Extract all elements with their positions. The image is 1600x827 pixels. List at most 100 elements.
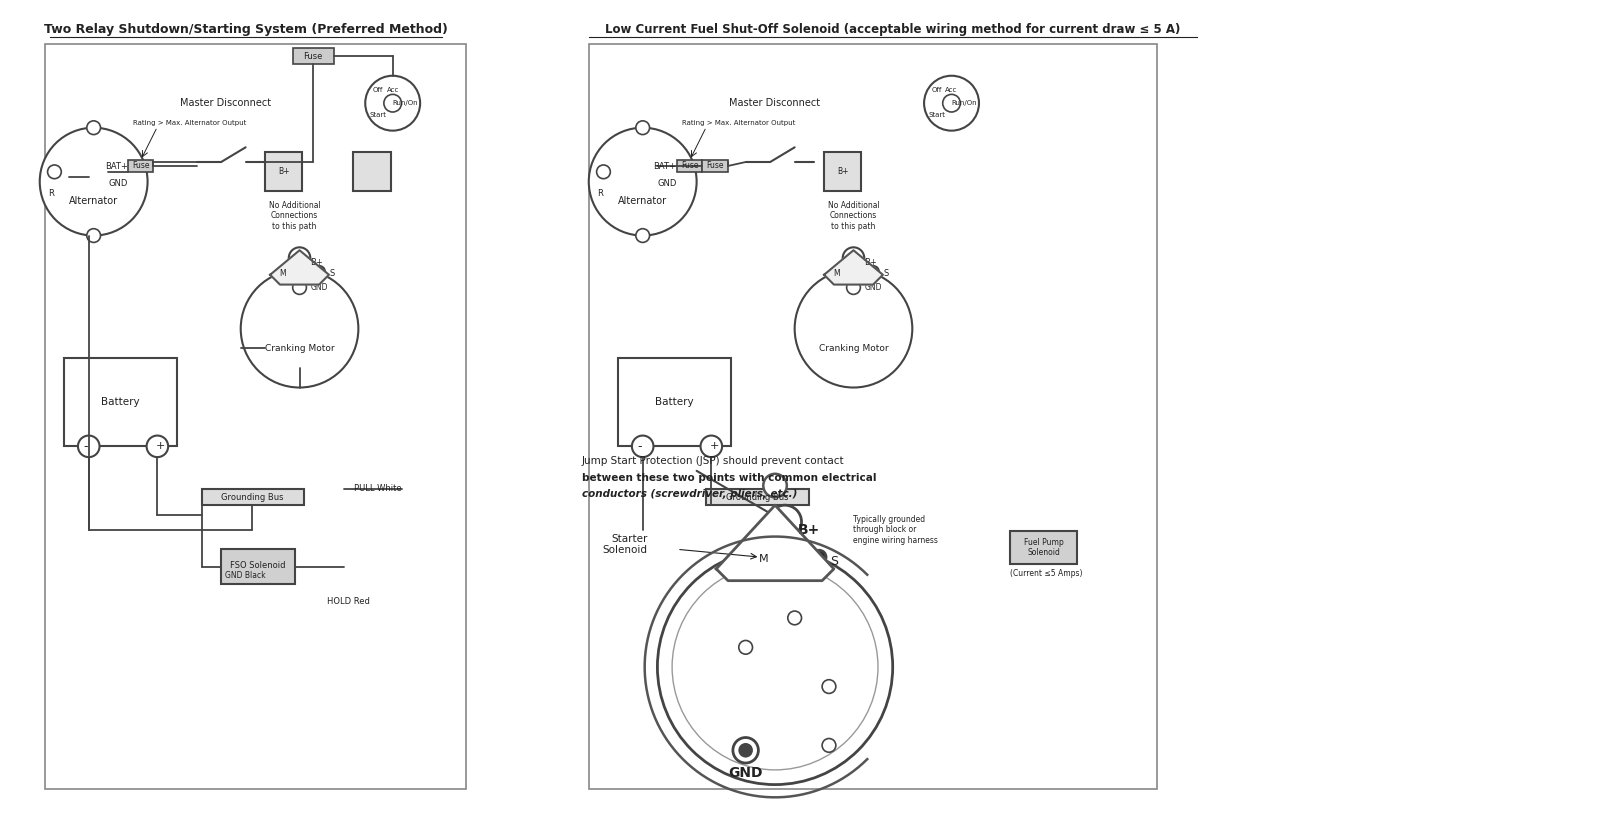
Text: S: S [330, 270, 334, 279]
Text: Battery: Battery [654, 397, 693, 407]
Circle shape [658, 549, 893, 785]
Circle shape [597, 165, 610, 179]
Text: Alternator: Alternator [618, 196, 667, 206]
Bar [1010, 531, 1077, 564]
Circle shape [701, 436, 722, 457]
Circle shape [240, 270, 358, 388]
Circle shape [763, 474, 787, 497]
Bar [354, 152, 390, 191]
Text: Run/On: Run/On [392, 100, 418, 106]
Circle shape [277, 267, 290, 280]
Circle shape [147, 436, 168, 457]
Text: Low Current Fuel Shut-Off Solenoid (acceptable wiring method for current draw ≤ : Low Current Fuel Shut-Off Solenoid (acce… [605, 23, 1181, 36]
Text: Start: Start [370, 112, 387, 118]
Text: Fuse: Fuse [131, 161, 149, 170]
Text: Fuse: Fuse [304, 51, 323, 60]
Circle shape [635, 229, 650, 242]
Text: Two Relay Shutdown/Starting System (Preferred Method): Two Relay Shutdown/Starting System (Pref… [43, 23, 448, 36]
Text: Cranking Motor: Cranking Motor [264, 344, 334, 353]
Bar [702, 160, 728, 172]
Text: Jump Start Protection (JSP) should prevent contact: Jump Start Protection (JSP) should preve… [582, 457, 845, 466]
Circle shape [635, 121, 650, 135]
Circle shape [795, 270, 912, 388]
Circle shape [384, 94, 402, 112]
Text: Master Disconnect: Master Disconnect [181, 98, 272, 108]
Text: Fuel Pump
Solenoid: Fuel Pump Solenoid [1024, 538, 1064, 557]
Text: BAT+: BAT+ [653, 162, 675, 171]
Circle shape [365, 76, 421, 131]
Text: GND: GND [864, 283, 882, 292]
Text: Rating > Max. Alternator Output: Rating > Max. Alternator Output [682, 120, 795, 126]
Circle shape [822, 739, 835, 753]
Text: No Additional
Connections
to this path: No Additional Connections to this path [269, 201, 320, 231]
Text: Acc: Acc [387, 88, 398, 93]
Circle shape [813, 550, 826, 564]
Circle shape [846, 280, 861, 294]
Circle shape [293, 280, 307, 294]
Text: BAT+: BAT+ [104, 162, 128, 171]
Text: R: R [597, 189, 603, 198]
Circle shape [291, 251, 307, 266]
Text: Grounding Bus: Grounding Bus [726, 493, 789, 502]
Bar [128, 160, 154, 172]
Circle shape [48, 165, 61, 179]
Text: B+: B+ [864, 257, 877, 266]
Text: PULL White: PULL White [354, 484, 402, 493]
Bar [589, 45, 1157, 790]
Text: Off: Off [373, 88, 382, 93]
Text: Acc: Acc [946, 88, 958, 93]
Text: (Current ≤5 Amps): (Current ≤5 Amps) [1010, 569, 1083, 578]
Bar [618, 358, 731, 447]
Circle shape [314, 266, 325, 278]
Text: B+: B+ [310, 257, 323, 266]
Text: Alternator: Alternator [69, 196, 118, 206]
Circle shape [867, 266, 878, 278]
Bar [677, 160, 702, 172]
Bar [707, 490, 810, 505]
Text: Grounding Bus: Grounding Bus [221, 493, 283, 502]
Text: Rating > Max. Alternator Output: Rating > Max. Alternator Output [133, 120, 246, 126]
Circle shape [40, 127, 147, 236]
Bar [266, 152, 302, 191]
Text: M: M [280, 270, 286, 279]
Polygon shape [717, 505, 834, 581]
Circle shape [773, 509, 798, 534]
Bar [45, 45, 466, 790]
Text: S: S [883, 270, 888, 279]
Text: B+: B+ [798, 523, 821, 537]
Text: Fuse: Fuse [707, 161, 723, 170]
Text: -: - [637, 440, 642, 453]
Text: B+: B+ [278, 167, 290, 176]
Text: between these two points with common electrical: between these two points with common ele… [582, 473, 877, 483]
Text: HOLD Red: HOLD Red [326, 597, 370, 605]
Bar [824, 152, 861, 191]
Circle shape [86, 121, 101, 135]
Text: Master Disconnect: Master Disconnect [730, 98, 821, 108]
Text: Starter
Solenoid: Starter Solenoid [603, 533, 648, 555]
Text: conductors (screwdriver, pliers, etc.): conductors (screwdriver, pliers, etc.) [582, 490, 797, 500]
Text: GND: GND [310, 283, 328, 292]
Circle shape [86, 229, 101, 242]
Circle shape [925, 76, 979, 131]
Text: M: M [758, 554, 768, 564]
Text: -: - [83, 440, 88, 453]
Circle shape [768, 505, 802, 538]
Circle shape [739, 640, 752, 654]
Circle shape [942, 94, 960, 112]
Circle shape [733, 738, 758, 763]
Circle shape [78, 436, 99, 457]
Text: GND: GND [658, 179, 677, 188]
Circle shape [843, 247, 864, 269]
Text: Run/On: Run/On [952, 100, 978, 106]
Text: M: M [834, 270, 840, 279]
Circle shape [632, 436, 653, 457]
Text: Battery: Battery [101, 397, 139, 407]
Text: +: + [709, 442, 718, 452]
Text: +: + [155, 442, 165, 452]
Text: S: S [830, 555, 838, 567]
Text: Off: Off [931, 88, 942, 93]
Polygon shape [824, 251, 883, 284]
Bar [221, 549, 294, 584]
Text: Typically grounded
through block or
engine wiring harness: Typically grounded through block or engi… [853, 514, 938, 545]
Bar [64, 358, 178, 447]
